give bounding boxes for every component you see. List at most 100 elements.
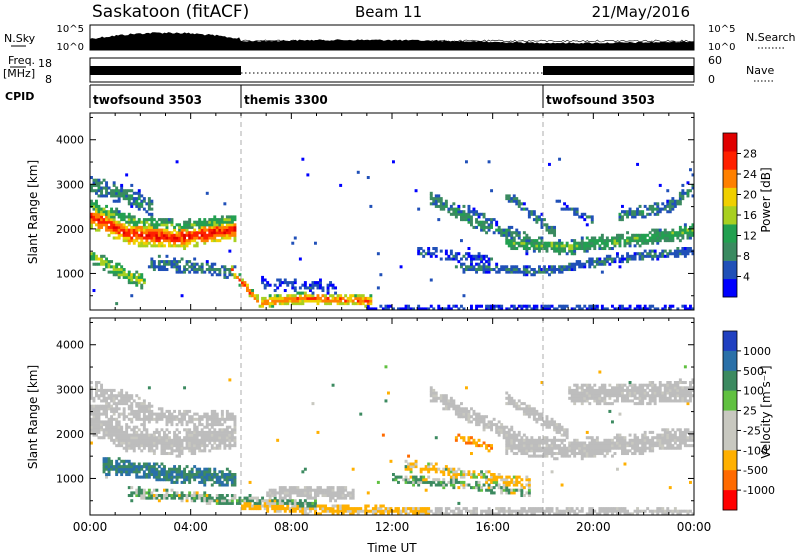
range-gate-cell xyxy=(147,415,151,419)
range-gate-cell xyxy=(472,438,476,442)
range-gate-cell xyxy=(288,491,292,495)
range-gate-cell xyxy=(611,438,614,442)
range-gate-cell xyxy=(193,244,197,248)
range-gate-cell xyxy=(623,446,627,450)
range-gate-cell xyxy=(336,494,340,498)
range-gate-cell xyxy=(225,415,229,419)
range-gate-cell xyxy=(248,501,252,505)
range-gate-cell xyxy=(565,241,569,245)
range-gate-cell xyxy=(598,402,602,406)
range-gate-cell xyxy=(492,231,496,235)
range-gate-cell xyxy=(145,441,149,445)
range-gate-cell xyxy=(213,220,217,224)
range-gate-cell xyxy=(303,491,307,495)
range-gate-cell xyxy=(100,425,104,429)
range-gate-cell xyxy=(432,199,436,203)
range-gate-cell xyxy=(570,394,574,398)
range-gate-cell xyxy=(608,262,612,266)
range-gate-cell xyxy=(100,207,104,211)
range-gate-cell xyxy=(548,446,551,450)
range-gate-cell xyxy=(593,383,597,387)
range-gate-cell xyxy=(588,239,592,243)
range-gate-cell xyxy=(188,480,192,484)
range-gate-cell xyxy=(105,428,109,432)
range-gate-cell xyxy=(611,402,614,406)
range-gate-cell xyxy=(117,407,121,411)
range-gate-cell xyxy=(301,302,305,306)
range-gate-cell xyxy=(127,215,131,219)
range-gate-cell xyxy=(457,404,461,408)
range-gate-cell xyxy=(110,225,114,229)
range-gate-cell xyxy=(112,212,116,216)
range-gate-cell xyxy=(160,417,164,421)
range-gate-cell xyxy=(175,478,179,482)
range-gate-cell xyxy=(110,218,114,222)
range-gate-cell xyxy=(522,239,526,243)
range-gate-cell xyxy=(324,294,328,298)
range-gate-cell xyxy=(565,204,569,208)
range-gate-cell xyxy=(215,446,219,450)
range-gate-cell xyxy=(122,409,126,413)
range-gate-cell xyxy=(135,281,139,285)
range-gate-cell xyxy=(505,446,509,450)
range-gate-cell xyxy=(241,281,244,285)
range-gate-cell xyxy=(142,428,146,432)
range-gate-cell xyxy=(286,294,290,298)
range-gate-cell xyxy=(465,265,468,269)
range-gate-cell xyxy=(173,430,177,434)
range-gate-cell xyxy=(140,228,144,232)
range-gate-cell xyxy=(112,220,116,224)
range-gate-cell xyxy=(656,202,660,206)
range-gate-cell xyxy=(137,470,141,474)
range-gate-cell xyxy=(527,265,531,269)
range-gate-cell xyxy=(283,496,287,500)
range-gate-cell xyxy=(97,183,101,187)
range-gate-cell xyxy=(316,491,320,495)
range-gate-cell xyxy=(633,252,637,256)
range-gate-cell xyxy=(585,241,589,245)
range-gate-cell xyxy=(127,407,131,411)
range-gate-cell xyxy=(122,223,126,227)
range-gate-cell xyxy=(500,488,504,492)
range-gate-cell xyxy=(651,239,655,243)
range-gate-cell xyxy=(399,307,403,311)
range-gate-cell xyxy=(147,420,151,424)
range-gate-cell xyxy=(369,296,373,300)
range-gate-cell xyxy=(477,486,481,490)
range-gate-cell xyxy=(668,307,672,311)
range-gate-cell xyxy=(381,433,385,437)
range-gate-cell xyxy=(152,441,156,445)
range-gate-cell xyxy=(178,441,182,445)
range-gate-cell xyxy=(112,231,116,235)
range-gate-cell xyxy=(105,265,109,269)
range-gate-cell xyxy=(553,228,557,232)
range-gate-cell xyxy=(233,480,237,484)
range-gate-cell xyxy=(550,241,554,245)
range-gate-cell xyxy=(470,441,473,445)
range-gate-cell xyxy=(140,444,144,448)
range-gate-cell xyxy=(168,262,171,266)
range-gate-cell xyxy=(573,388,577,392)
range-gate-cell xyxy=(147,441,151,445)
range-gate-cell xyxy=(195,223,199,227)
range-gate-cell xyxy=(515,402,519,406)
range-gate-cell xyxy=(434,394,438,398)
range-gate-cell xyxy=(230,480,234,484)
range-gate-cell xyxy=(175,268,179,272)
range-gate-cell xyxy=(608,257,612,261)
range-gate-cell xyxy=(538,244,541,248)
range-gate-cell xyxy=(341,509,345,513)
range-gate-cell xyxy=(490,512,494,516)
range-gate-cell xyxy=(228,501,232,505)
range-gate-cell xyxy=(112,412,116,416)
range-gate-cell xyxy=(570,249,574,253)
range-gate-cell xyxy=(145,409,149,413)
range-gate-cell xyxy=(157,441,161,445)
range-gate-cell xyxy=(510,268,514,272)
range-gate-cell xyxy=(402,478,406,482)
range-gate-cell xyxy=(125,233,129,237)
range-gate-cell xyxy=(631,444,635,448)
range-gate-cell xyxy=(288,509,292,513)
range-gate-cell xyxy=(465,268,468,272)
range-gate-cell xyxy=(482,417,486,421)
